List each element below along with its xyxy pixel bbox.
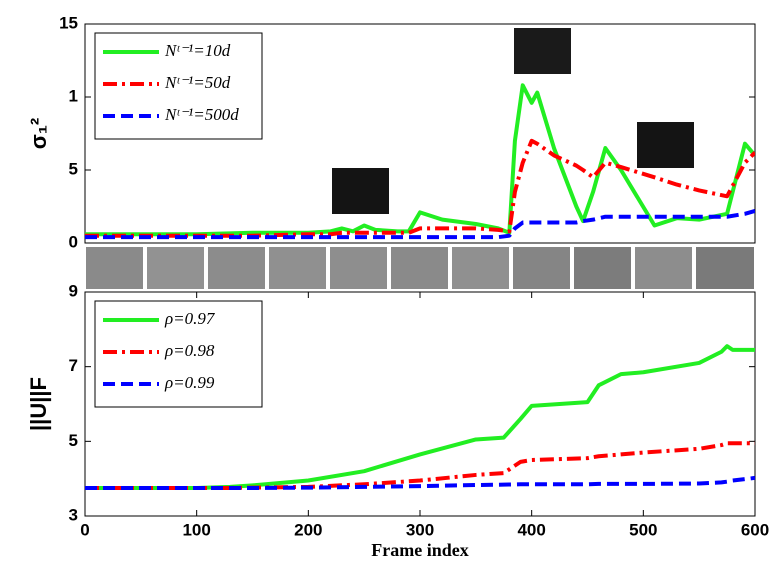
x-tick-label: 400: [517, 520, 545, 539]
thumbnail: [147, 247, 204, 289]
thumbnail: [391, 247, 448, 289]
x-axis-label: Frame index: [371, 540, 468, 560]
thumbnail: [269, 247, 326, 289]
y-axis-label: σ₁²: [26, 118, 51, 149]
x-tick-label: 300: [406, 520, 434, 539]
thumbnail: [574, 247, 631, 289]
y-tick-label: 9: [69, 281, 78, 300]
inset-image: [637, 122, 694, 168]
inset-image: [514, 28, 571, 74]
legend-label: Nᵗ⁻¹=10d: [164, 41, 231, 60]
legend-label: ρ=0.99: [164, 373, 215, 392]
inset-image: [332, 168, 389, 214]
thumbnail: [696, 247, 754, 289]
thumbnail: [208, 247, 265, 289]
y-tick-label: 7: [69, 356, 78, 375]
y-tick-label: 5: [69, 431, 78, 450]
y-tick-label: 5: [69, 159, 78, 178]
series-line: [85, 208, 755, 240]
legend-label: Nᵗ⁻¹=500d: [164, 105, 239, 124]
y-axis-label: ||U||F: [26, 377, 51, 431]
series-line: [85, 475, 755, 490]
thumbnail: [635, 247, 692, 289]
thumbnail-strip: [86, 247, 754, 289]
series-line: [85, 441, 755, 490]
y-tick-label: 1: [69, 86, 78, 105]
y-tick-label: 3: [69, 505, 78, 524]
x-tick-label: 0: [80, 520, 89, 539]
y-tick-label: 15: [59, 13, 78, 32]
legend-label: Nᵗ⁻¹=50d: [164, 73, 231, 92]
legend-label: ρ=0.97: [164, 309, 216, 328]
x-tick-label: 100: [182, 520, 210, 539]
legend-label: ρ=0.98: [164, 341, 215, 360]
thumbnail: [452, 247, 509, 289]
y-tick-label: 0: [69, 232, 78, 251]
thumbnail: [86, 247, 143, 289]
series-line: [85, 138, 755, 238]
x-tick-label: 600: [741, 520, 769, 539]
x-tick-label: 500: [629, 520, 657, 539]
x-tick-label: 200: [294, 520, 322, 539]
thumbnail: [330, 247, 387, 289]
insets: [332, 28, 694, 214]
thumbnail: [513, 247, 570, 289]
